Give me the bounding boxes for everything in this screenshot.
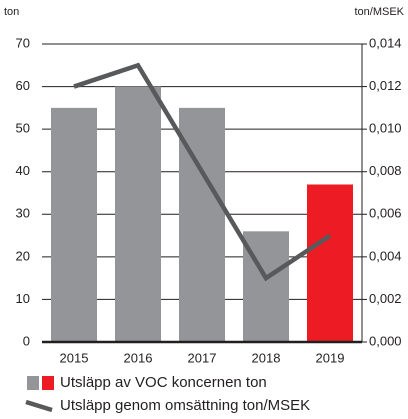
y-tick-label: 30 [16,206,30,221]
x-tick-label: 2017 [188,350,217,365]
y-tick-label: 40 [16,163,30,178]
x-tick-label: 2015 [60,350,89,365]
y2-tick-label: 0,014 [369,35,402,50]
legend-label: Utsläpp av VOC koncernen ton [60,374,267,391]
y2-tick-label: 0,000 [369,333,402,348]
y-tick-label: 50 [16,121,30,136]
y-tick-label: 20 [16,248,30,263]
legend-swatch [42,376,54,390]
x-tick-label: 2019 [316,350,345,365]
legend-label: Utsläpp genom omsättning ton/MSEK [60,397,310,414]
y-tick-label: 60 [16,78,30,93]
bar [51,107,97,342]
y2-tick-label: 0,002 [369,291,402,306]
bar [115,86,161,342]
y2-tick-label: 0,008 [369,163,402,178]
y2-axis-label: ton/MSEK [354,6,404,18]
y-axis-label: ton [4,6,19,18]
bar [307,184,353,342]
x-tick-label: 2016 [124,350,153,365]
y2-tick-label: 0,004 [369,248,402,263]
y2-tick-label: 0,006 [369,206,402,221]
y-tick-label: 0 [23,333,30,348]
y2-tick-label: 0,012 [369,78,402,93]
legend-swatch [25,399,53,413]
y2-tick-label: 0,010 [369,121,402,136]
y-tick-label: 10 [16,291,30,306]
y-tick-label: 70 [16,35,30,50]
x-tick-label: 2018 [252,350,281,365]
legend-swatch [27,376,39,390]
line [73,62,332,282]
